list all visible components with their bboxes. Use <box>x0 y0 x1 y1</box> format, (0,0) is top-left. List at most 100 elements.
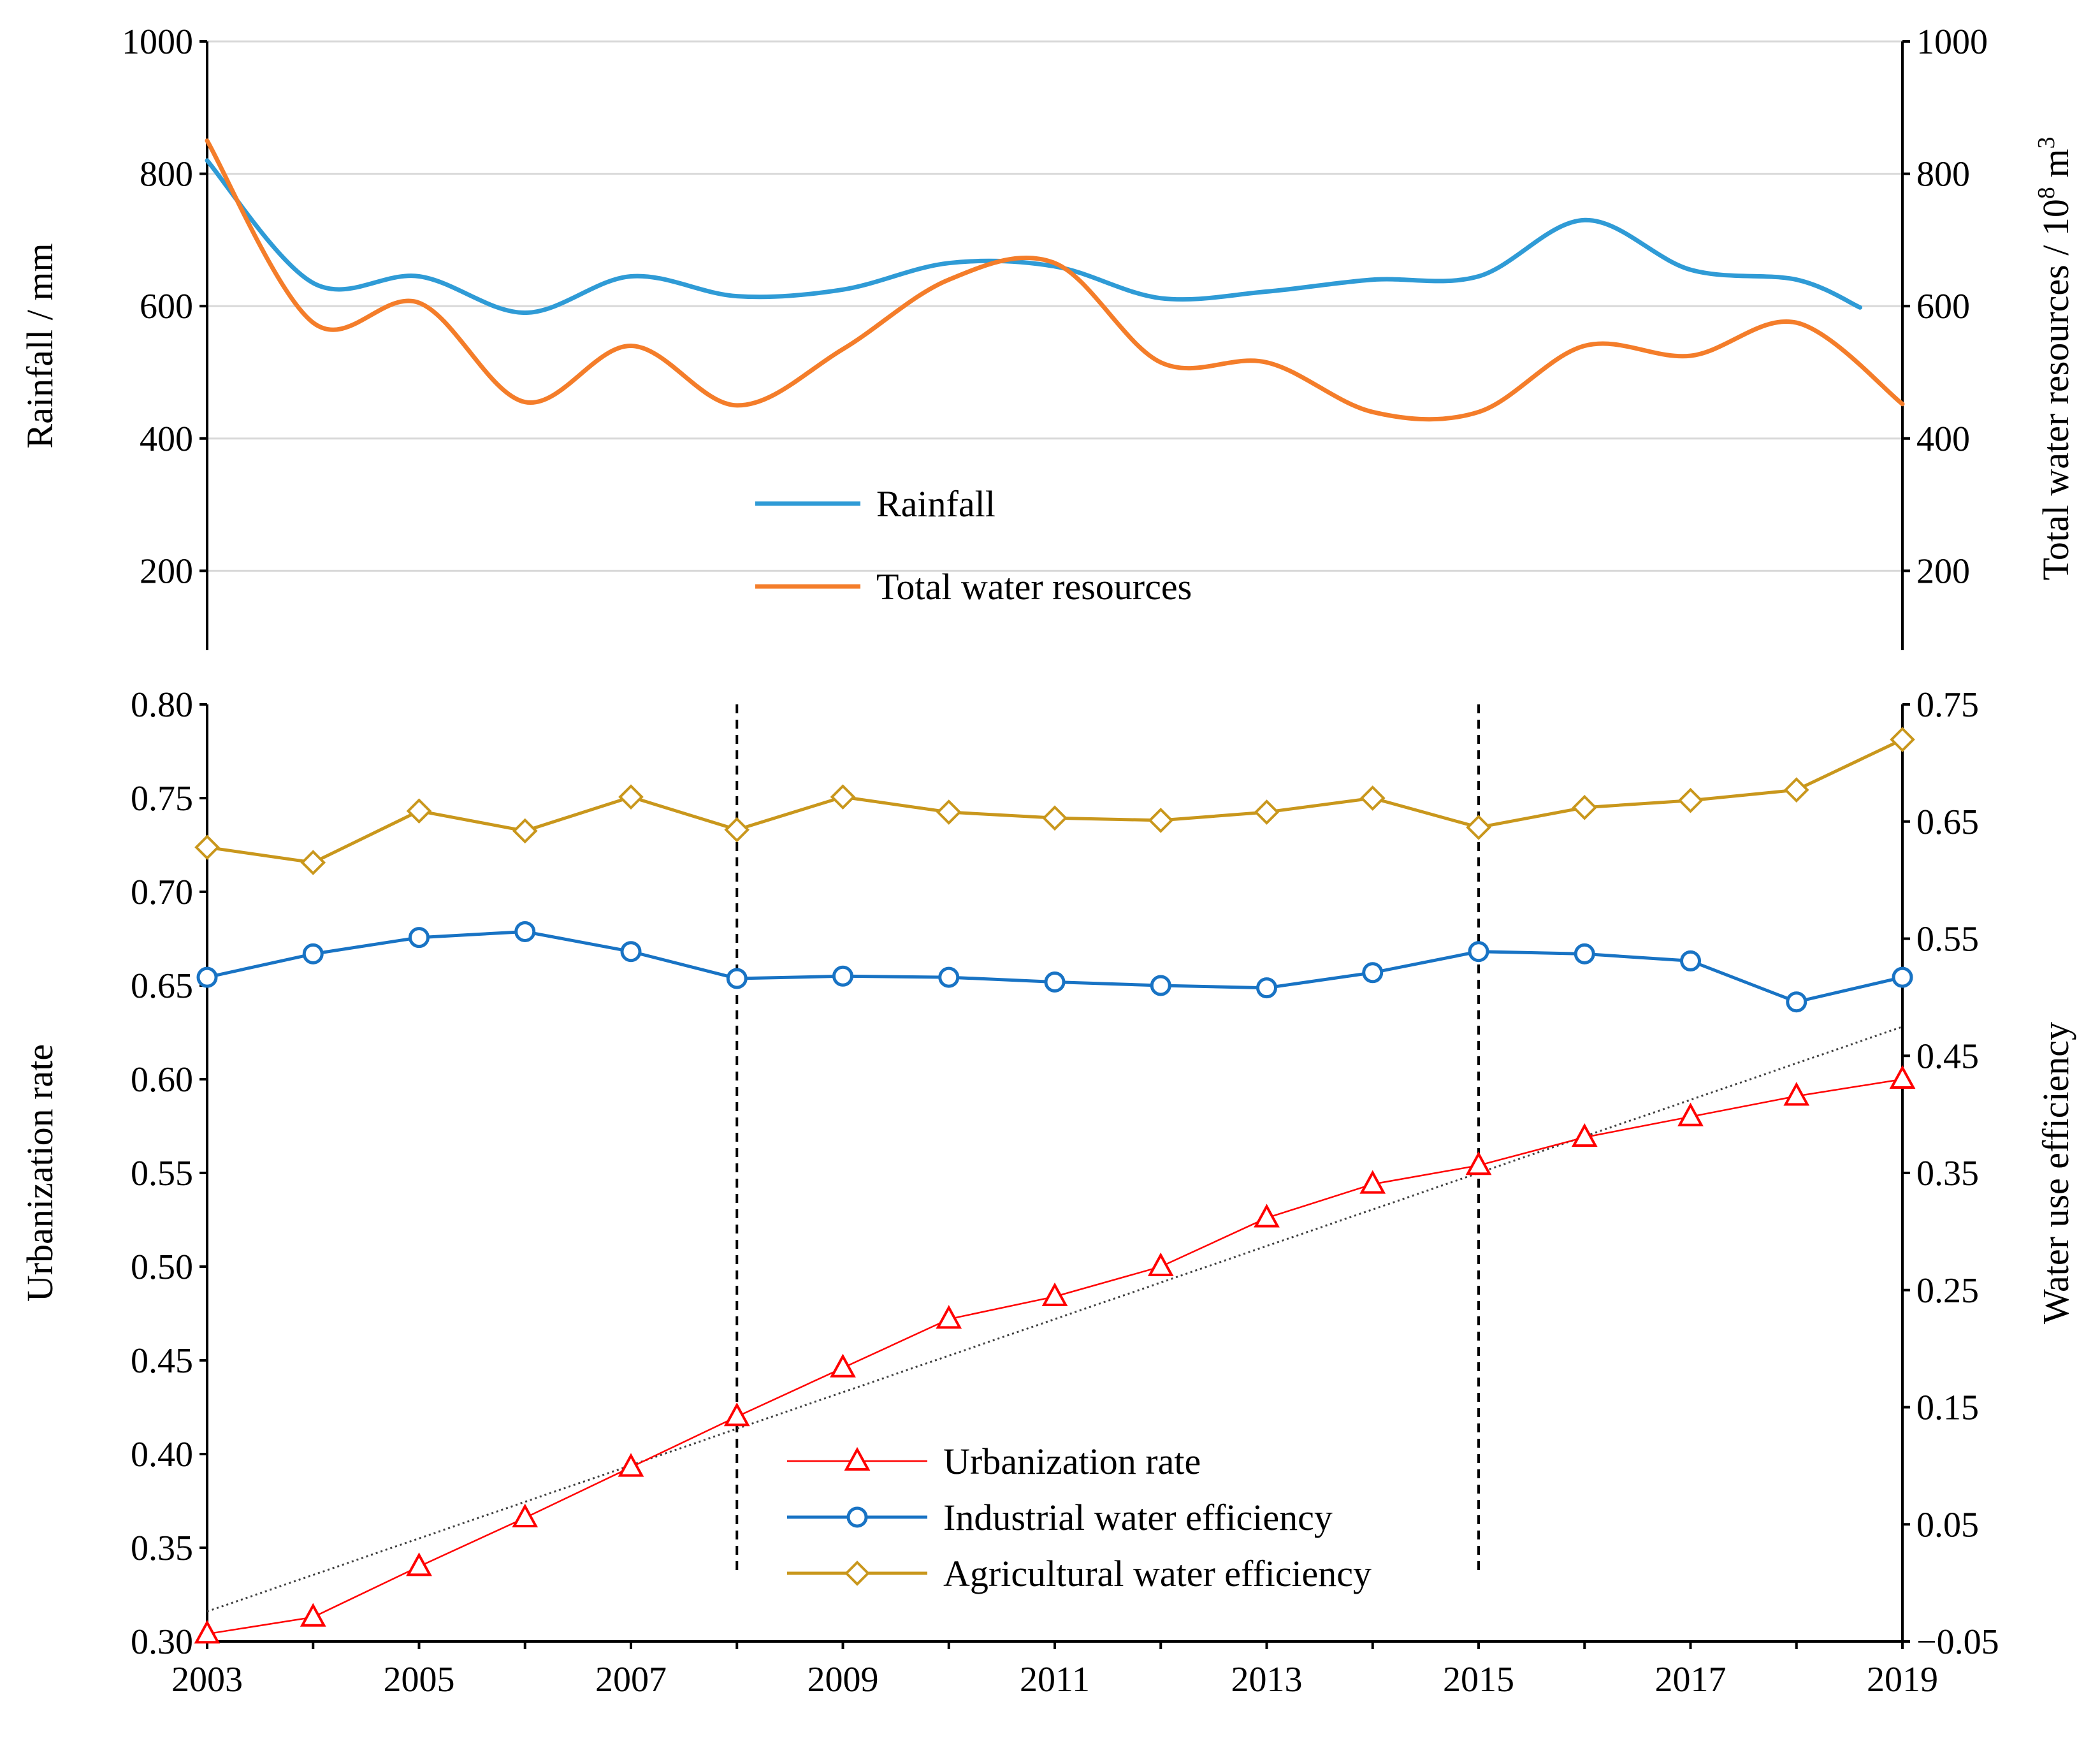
x-tick-label: 2007 <box>595 1660 667 1699</box>
legend-label: Industrial water efficiency <box>943 1497 1333 1538</box>
data-point-industrial-water-efficiency <box>1892 966 1913 988</box>
left-tick-label: 0.35 <box>131 1529 193 1568</box>
data-point-urbanization-rate <box>1571 1123 1598 1147</box>
data-point-urbanization-rate <box>830 1353 856 1378</box>
right-tick-label: 200 <box>1916 551 1970 591</box>
data-point-urbanization-rate <box>618 1453 644 1477</box>
data-point-agricultural-water-efficiency <box>512 818 538 844</box>
x-tick-label: 2019 <box>1867 1660 1938 1699</box>
data-point-agricultural-water-efficiency <box>194 834 220 861</box>
data-point-agricultural-water-efficiency <box>1148 808 1174 833</box>
x-tick-label: 2003 <box>171 1660 243 1699</box>
data-point-agricultural-water-efficiency <box>618 784 644 810</box>
left-axis-title: Urbanization rate <box>19 1044 61 1302</box>
left-tick-label: 400 <box>140 419 193 459</box>
data-point-industrial-water-efficiency <box>1150 975 1171 996</box>
legend-label: Urbanization rate <box>943 1441 1201 1482</box>
data-point-agricultural-water-efficiency <box>406 798 432 824</box>
left-tick-label: 600 <box>140 287 193 326</box>
right-axis-title: Total water resources / 108 m3 <box>2033 137 2076 581</box>
data-point-industrial-water-efficiency <box>302 943 324 964</box>
data-point-industrial-water-efficiency <box>1680 950 1701 971</box>
data-point-industrial-water-efficiency <box>196 966 218 988</box>
data-point-urbanization-rate <box>1889 1065 1916 1089</box>
data-point-industrial-water-efficiency <box>1786 991 1807 1013</box>
data-point-industrial-water-efficiency <box>1256 977 1277 999</box>
data-point-urbanization-rate <box>1041 1282 1068 1307</box>
data-point-urbanization-rate <box>300 1603 326 1627</box>
data-point-urbanization-rate <box>1783 1082 1810 1106</box>
left-tick-label: 0.50 <box>131 1248 193 1287</box>
data-point-agricultural-water-efficiency <box>936 799 962 825</box>
legend-marker <box>844 1446 871 1471</box>
legend-marker <box>846 1506 868 1528</box>
left-tick-label: 800 <box>140 155 193 194</box>
right-tick-label: 0.35 <box>1916 1154 1979 1193</box>
data-point-industrial-water-efficiency <box>832 965 853 987</box>
right-axis-title: Water use efficiency <box>2035 1022 2076 1324</box>
data-point-agricultural-water-efficiency <box>1572 794 1598 820</box>
left-tick-label: 0.75 <box>131 779 193 819</box>
right-tick-label: −0.05 <box>1916 1622 1999 1662</box>
series-line-urbanization-rate <box>206 1078 1903 1635</box>
left-tick-label: 200 <box>140 551 193 591</box>
x-tick-label: 2005 <box>384 1660 455 1699</box>
data-point-industrial-water-efficiency <box>1574 943 1595 964</box>
left-tick-label: 0.65 <box>131 966 193 1006</box>
x-tick-label: 2017 <box>1655 1660 1727 1699</box>
left-tick-label: 0.60 <box>131 1060 193 1100</box>
trendline <box>206 1026 1903 1613</box>
left-tick-label: 0.30 <box>131 1622 193 1662</box>
left-tick-label: 0.40 <box>131 1435 193 1474</box>
data-point-urbanization-rate <box>512 1503 539 1527</box>
data-point-urbanization-rate <box>1465 1151 1492 1175</box>
data-point-agricultural-water-efficiency <box>1466 815 1491 840</box>
left-tick-label: 0.70 <box>131 873 193 912</box>
series-line-rainfall <box>205 158 1862 316</box>
data-point-agricultural-water-efficiency <box>1254 799 1280 825</box>
x-tick-label: 2015 <box>1443 1660 1514 1699</box>
data-point-agricultural-water-efficiency <box>724 817 750 843</box>
data-point-urbanization-rate <box>723 1402 750 1427</box>
data-point-industrial-water-efficiency <box>938 966 960 988</box>
series-line-agricultural-water-efficiency <box>206 738 1904 864</box>
data-point-industrial-water-efficiency <box>1468 941 1489 963</box>
left-tick-label: 0.80 <box>131 685 193 725</box>
data-point-urbanization-rate <box>1254 1204 1280 1228</box>
right-tick-label: 0.45 <box>1916 1037 1979 1076</box>
data-point-industrial-water-efficiency <box>409 927 430 949</box>
left-tick-label: 0.45 <box>131 1341 193 1381</box>
data-point-agricultural-water-efficiency <box>1359 785 1386 811</box>
legend-label: Total water resources <box>876 566 1192 608</box>
data-point-agricultural-water-efficiency <box>830 784 856 810</box>
x-tick-label: 2011 <box>1020 1660 1090 1699</box>
urbanization-chart: 0.30 0.35 0.40 0.45 0.50 0.55 0.60 0.65 0.70 0.75… <box>19 685 2076 1699</box>
right-tick-label: 400 <box>1916 419 1970 459</box>
data-point-agricultural-water-efficiency <box>1890 727 1915 752</box>
right-tick-label: 0.75 <box>1916 685 1979 725</box>
x-tick-label: 2013 <box>1231 1660 1303 1699</box>
data-point-urbanization-rate <box>406 1552 432 1576</box>
left-tick-label: 0.55 <box>131 1154 193 1193</box>
legend-label: Agricultural water efficiency <box>943 1553 1372 1594</box>
left-tick-label: 1000 <box>122 22 193 62</box>
data-point-urbanization-rate <box>1359 1170 1386 1194</box>
data-point-industrial-water-efficiency <box>514 920 536 942</box>
right-tick-label: 0.55 <box>1916 920 1979 959</box>
right-tick-label: 800 <box>1916 155 1970 194</box>
series-line-total-water-resources <box>205 138 1905 422</box>
x-tick-label: 2009 <box>807 1660 879 1699</box>
data-point-urbanization-rate <box>1677 1102 1704 1126</box>
data-point-industrial-water-efficiency <box>1044 971 1066 993</box>
data-point-agricultural-water-efficiency <box>1042 805 1068 831</box>
right-tick-label: 0.25 <box>1916 1271 1979 1311</box>
right-tick-label: 0.15 <box>1916 1388 1979 1428</box>
right-tick-label: 0.65 <box>1916 803 1979 842</box>
left-axis-title: Rainfall / mm <box>19 243 61 448</box>
data-point-urbanization-rate <box>936 1305 962 1329</box>
data-point-agricultural-water-efficiency <box>1677 787 1704 813</box>
legend-marker <box>844 1561 870 1586</box>
rainfall-chart: 200 400 600 800 1000 200 400 600 800 1000 Rainfall… <box>19 22 2076 650</box>
data-point-industrial-water-efficiency <box>620 941 642 963</box>
